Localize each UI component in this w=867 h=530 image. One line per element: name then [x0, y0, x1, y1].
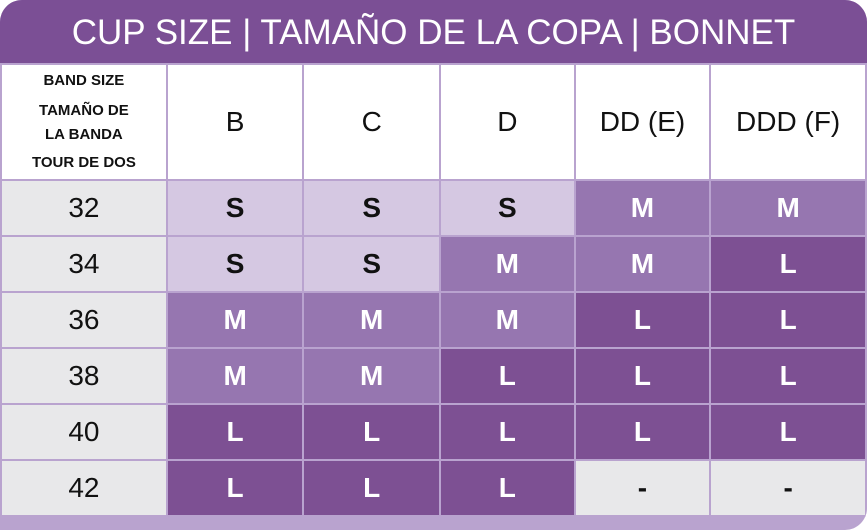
band-size-cell: 38 [0, 347, 168, 405]
size-table: BAND SIZE TAMAÑO DE LA BANDA TOUR DE DOS… [0, 63, 867, 517]
cup-size-header: C [302, 63, 442, 181]
band-header-fr: TOUR DE DOS [31, 154, 136, 171]
band-header-es: TAMAÑO DE LA BANDA [39, 102, 129, 143]
table-row: 34 S S M M L [0, 235, 867, 293]
size-cell: L [439, 459, 576, 517]
size-cell: L [302, 403, 442, 461]
size-cell: L [709, 403, 867, 461]
size-cell: L [165, 459, 305, 517]
size-cell: L [709, 235, 867, 293]
size-cell: M [439, 235, 576, 293]
cup-size-header: D [439, 63, 576, 181]
table-row: 42 L L L - - [0, 459, 867, 517]
size-cell: L [573, 403, 712, 461]
size-cell: - [573, 459, 712, 517]
size-cell: L [439, 347, 576, 405]
cup-size-header: DD (E) [573, 63, 712, 181]
size-cell: M [165, 291, 305, 349]
size-cell: M [573, 235, 712, 293]
size-cell: L [439, 403, 576, 461]
chart-title: CUP SIZE | TAMAÑO DE LA COPA | BONNET [0, 0, 867, 63]
size-cell: M [302, 291, 442, 349]
size-cell: L [573, 291, 712, 349]
size-cell: M [165, 347, 305, 405]
size-cell: S [302, 235, 442, 293]
size-cell: S [165, 179, 305, 237]
size-cell: L [573, 347, 712, 405]
size-cell: L [165, 403, 305, 461]
size-cell: S [439, 179, 576, 237]
size-cell: M [573, 179, 712, 237]
size-cell: M [302, 347, 442, 405]
band-size-cell: 42 [0, 459, 168, 517]
size-cell: M [709, 179, 867, 237]
band-size-header: BAND SIZE TAMAÑO DE LA BANDA TOUR DE DOS [0, 63, 168, 181]
band-size-cell: 32 [0, 179, 168, 237]
size-cell: - [709, 459, 867, 517]
size-cell: M [439, 291, 576, 349]
size-cell: S [165, 235, 305, 293]
table-row: 36 M M M L L [0, 291, 867, 349]
size-cell: L [709, 291, 867, 349]
size-cell: S [302, 179, 442, 237]
band-header-en: BAND SIZE [43, 72, 125, 89]
table-row: 40 L L L L L [0, 403, 867, 461]
cup-size-header: DDD (F) [709, 63, 867, 181]
size-cell: L [302, 459, 442, 517]
table-row: 38 M M L L L [0, 347, 867, 405]
header-row: BAND SIZE TAMAÑO DE LA BANDA TOUR DE DOS… [0, 63, 867, 181]
table-row: 32 S S S M M [0, 179, 867, 237]
band-size-cell: 34 [0, 235, 168, 293]
band-size-cell: 36 [0, 291, 168, 349]
size-cell: L [709, 347, 867, 405]
cup-size-header: B [165, 63, 305, 181]
band-size-cell: 40 [0, 403, 168, 461]
